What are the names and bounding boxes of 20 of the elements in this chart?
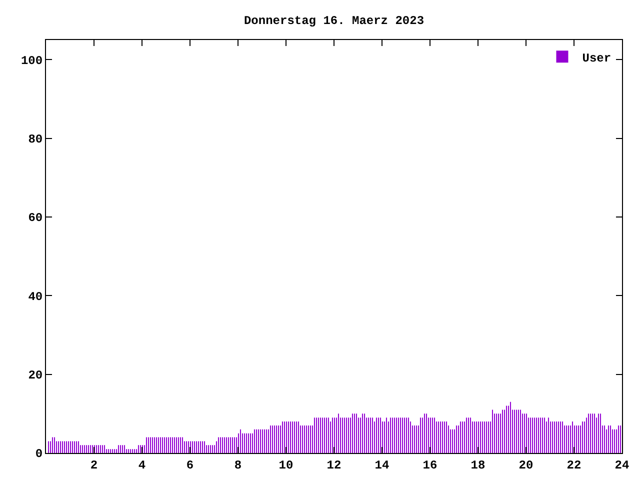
x-tick-label: 10 [278, 458, 294, 472]
y-tick-label: 80 [28, 132, 43, 147]
x-tick-label: 12 [326, 458, 342, 472]
x-tick-label: 22 [566, 458, 582, 472]
x-tick-label: 2 [90, 458, 98, 472]
x-tick-label: 16 [422, 458, 438, 472]
x-tick-label: 4 [138, 458, 146, 472]
x-tick-label: 6 [186, 458, 194, 472]
y-tick-label: 0 [35, 447, 43, 462]
y-tick-label: 40 [28, 290, 43, 304]
legend-label: User [582, 51, 612, 66]
x-tick-label: 14 [374, 458, 390, 472]
chart-title: Donnerstag 16. Maerz 2023 [244, 14, 424, 28]
x-tick-label: 20 [518, 458, 534, 472]
y-tick-label: 20 [28, 368, 43, 383]
y-tick-label: 100 [20, 54, 43, 68]
x-tick-label: 24 [614, 458, 630, 472]
y-tick-label: 60 [28, 211, 43, 226]
x-tick-label: 18 [470, 458, 486, 472]
x-tick-label: 8 [234, 458, 242, 472]
